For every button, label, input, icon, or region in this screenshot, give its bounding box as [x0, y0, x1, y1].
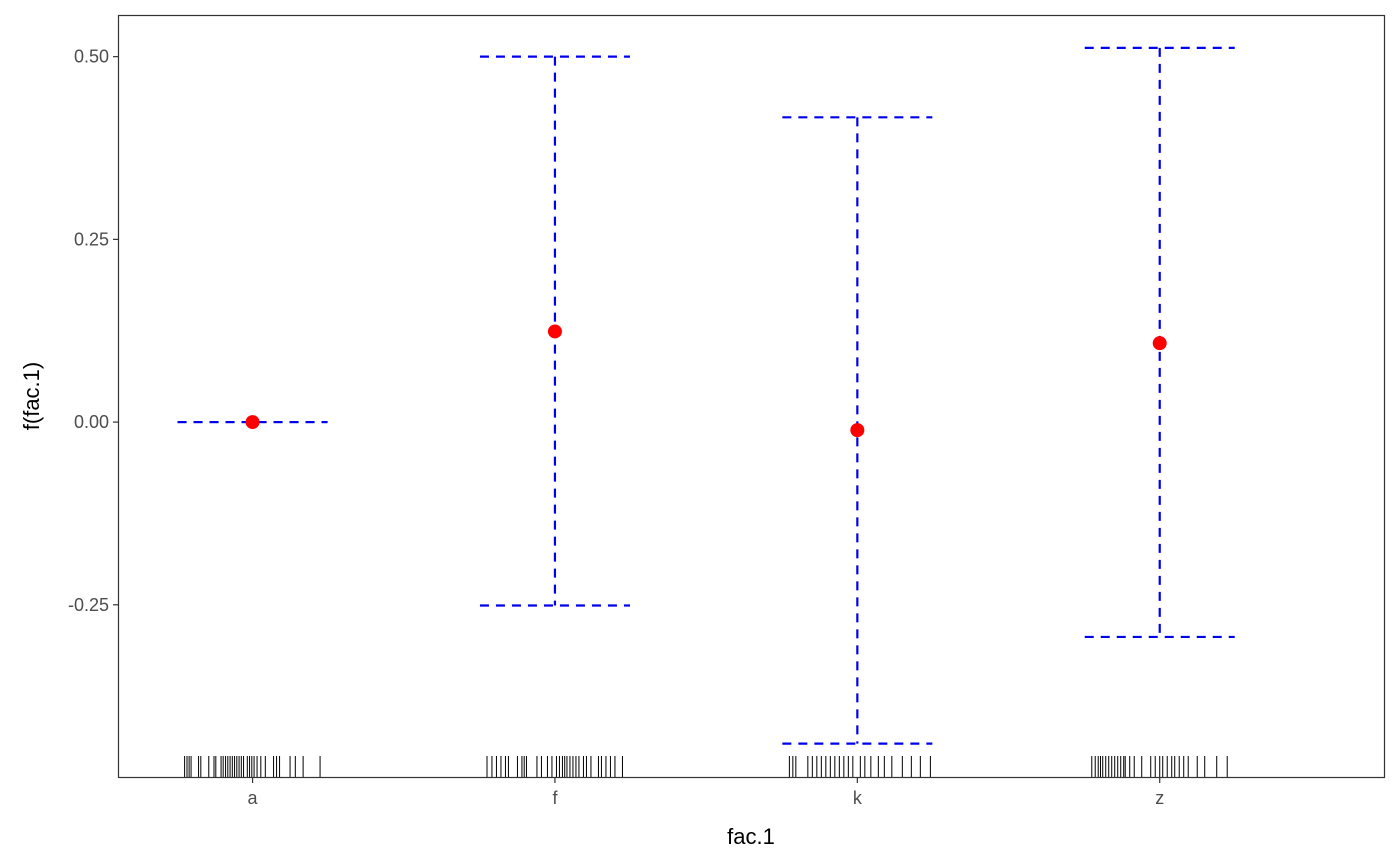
x-axis-title: fac.1 [727, 824, 775, 849]
y-axis: -0.25 0.00 0.25 0.50 [68, 47, 118, 615]
x-tick-label: k [853, 788, 863, 808]
rug-layer [184, 756, 1228, 778]
y-tick-label: -0.25 [68, 595, 109, 615]
y-axis-title: f(fac.1) [19, 362, 44, 430]
estimate-point [245, 415, 260, 430]
y-tick-label: 0.00 [74, 412, 109, 432]
y-tick-label: 0.50 [74, 47, 109, 67]
plot-background [118, 15, 1385, 778]
point-layer [245, 324, 1167, 438]
estimate-point [547, 324, 562, 339]
x-tick-label: a [248, 788, 259, 808]
estimate-point [1152, 336, 1167, 351]
plot-frame [117, 14, 1386, 779]
estimate-point [850, 423, 865, 438]
x-tick-label: z [1155, 788, 1164, 808]
y-tick-label: 0.25 [74, 229, 109, 249]
x-tick-label: f [552, 788, 558, 808]
